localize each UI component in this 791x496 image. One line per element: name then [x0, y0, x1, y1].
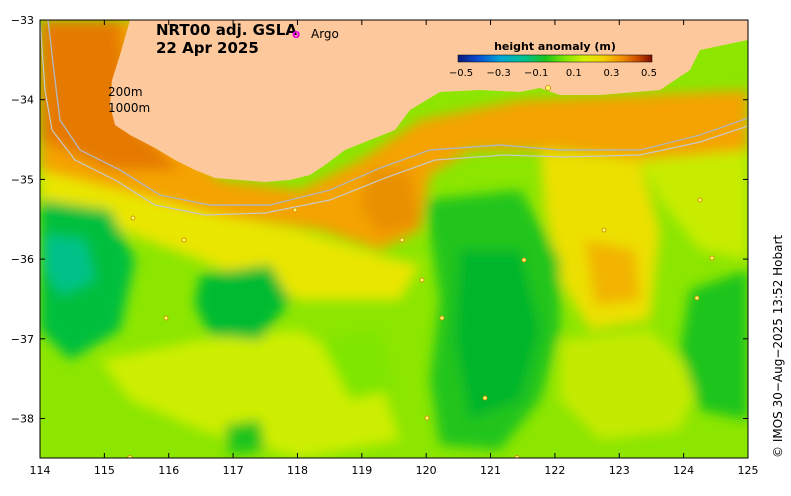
colorbar-tick-label: 0.3 [603, 68, 619, 79]
argo-legend-marker: o [292, 27, 300, 41]
colorbar-tick-label: −0.3 [486, 68, 510, 79]
contour-label-200m: 200m [108, 85, 143, 99]
argo-float [694, 295, 700, 301]
x-tick-label: 114 [30, 464, 51, 477]
orange-eddy-119 [360, 170, 420, 235]
yellow-green-east [640, 150, 748, 260]
argo-float [163, 315, 169, 321]
argo-float [545, 85, 551, 91]
argo-float [482, 395, 488, 401]
contour-label-1000m: 1000m [108, 101, 150, 115]
contour-1000m [40, 20, 748, 216]
colorbar-tick-label: 0.1 [566, 68, 582, 79]
yellow-band [40, 170, 420, 300]
colorbar-tick-label: 0.5 [641, 68, 657, 79]
green-core-central [455, 250, 540, 420]
y-tick-label: −35 [11, 173, 34, 186]
colorbar-tick-label: −0.1 [524, 68, 548, 79]
y-tick-label: −33 [11, 14, 34, 27]
x-tick-label: 123 [609, 464, 630, 477]
argo-float [697, 197, 703, 203]
argo-float [130, 215, 136, 221]
green-eddy-east [680, 270, 748, 420]
argo-float [419, 277, 425, 283]
imos-credit: © IMOS 30−Aug−2025 13:52 Hobart [771, 235, 785, 458]
argo-float [439, 315, 445, 321]
argo-float [292, 207, 298, 213]
x-tick-label: 124 [673, 464, 694, 477]
y-axis: −33 −34 −35 −36 −37 −38 [11, 14, 748, 426]
x-tick-label: 117 [223, 464, 244, 477]
green-patch-south [225, 420, 265, 455]
x-tick-label: 118 [287, 464, 308, 477]
x-tick-label: 119 [351, 464, 372, 477]
orange-eddy-123 [585, 240, 640, 305]
argo-float [424, 415, 430, 421]
map-title-line2: 22 Apr 2025 [156, 39, 259, 57]
yellow-south [100, 330, 400, 458]
x-tick-label: 116 [158, 464, 179, 477]
orange-band [40, 20, 748, 250]
argo-float [709, 255, 715, 261]
teal-core-west [45, 235, 95, 295]
y-tick-label: −38 [11, 413, 34, 426]
deep-orange-west [40, 20, 180, 170]
argo-legend-label: Argo [311, 27, 339, 41]
argo-floats [127, 85, 715, 458]
colorbar-ticks: −0.5 −0.3 −0.1 0.1 0.3 0.5 [449, 68, 657, 79]
contour-200m [47, 20, 748, 206]
y-tick-label: −36 [11, 253, 34, 266]
colorbar-gradient [457, 54, 653, 63]
argo-float [514, 455, 520, 458]
argo-float [181, 237, 187, 243]
colorbar: height anomaly (m) −0.5 −0.3 −0.1 0.1 0.3 0.5 [449, 40, 657, 79]
x-axis: 114 115 116 117 118 119 120 121 122 123 124 125 [30, 20, 759, 477]
x-tick-label: 125 [738, 464, 759, 477]
colorbar-title: height anomaly (m) [494, 40, 616, 53]
argo-float [521, 257, 527, 263]
y-tick-label: −37 [11, 333, 34, 346]
argo-float [601, 227, 607, 233]
green-eddy-117 [195, 265, 290, 340]
plot-frame [39, 19, 749, 459]
x-tick-label: 120 [416, 464, 437, 477]
lime-patch [320, 330, 395, 400]
anomaly-field [40, 20, 748, 458]
argo-float [127, 455, 133, 458]
y-tick-label: −34 [11, 94, 34, 107]
colorbar-tick-label: −0.5 [449, 68, 473, 79]
x-tick-label: 115 [94, 464, 115, 477]
x-tick-label: 121 [480, 464, 501, 477]
argo-float [399, 237, 405, 243]
yellow-southeast [560, 330, 700, 440]
map-title-line1: NRT00 adj. GSLA [156, 21, 297, 39]
x-tick-label: 122 [544, 464, 565, 477]
